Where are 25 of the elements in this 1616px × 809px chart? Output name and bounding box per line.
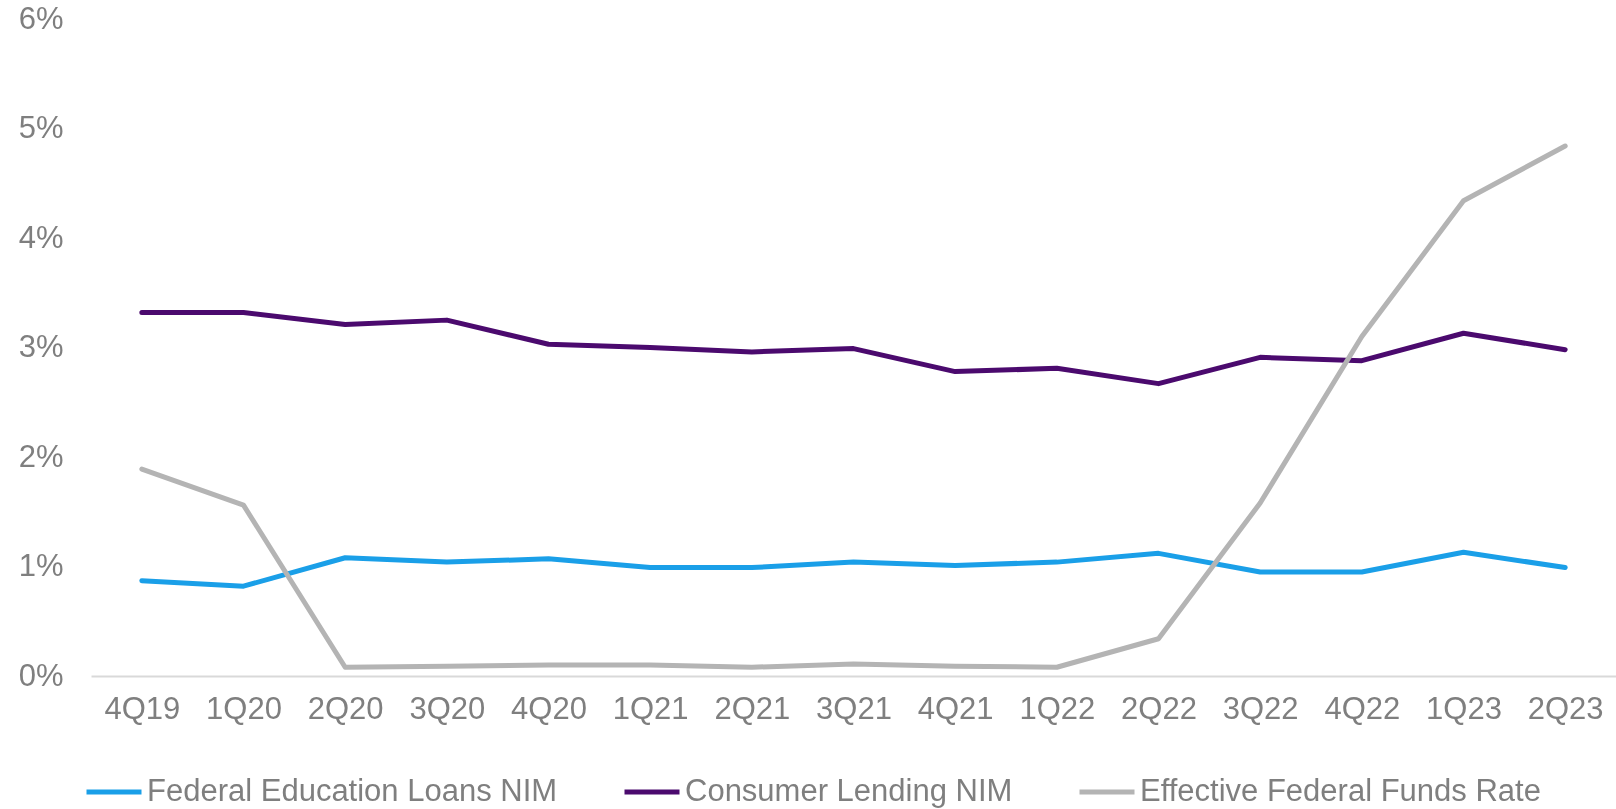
x-tick-label: 1Q22	[1019, 690, 1096, 726]
x-tick-label: 3Q21	[816, 690, 892, 726]
x-tick-label: 4Q19	[104, 690, 181, 726]
x-tick-label: 1Q21	[612, 690, 689, 726]
y-tick-label: 4%	[18, 219, 64, 255]
y-tick-label: 5%	[18, 110, 64, 145]
legend-label: Federal Education Loans NIM	[147, 773, 558, 808]
x-tick-label: 3Q22	[1222, 690, 1299, 726]
y-tick-label: 0%	[18, 657, 64, 693]
x-tick-label: 2Q23	[1527, 690, 1604, 726]
legend-label: Consumer Lending NIM	[685, 773, 1013, 808]
y-tick-label: 2%	[18, 438, 64, 474]
x-tick-label: 4Q21	[917, 690, 994, 726]
x-tick-label: 4Q20	[511, 690, 587, 726]
x-tick-label: 1Q23	[1426, 690, 1502, 726]
x-tick-label: 1Q20	[206, 690, 282, 726]
x-tick-label: 2Q21	[714, 690, 791, 726]
x-tick-label: 2Q22	[1121, 690, 1197, 726]
x-tick-label: 3Q20	[409, 690, 486, 726]
y-tick-label: 6%	[18, 0, 64, 36]
x-tick-label: 2Q20	[307, 690, 384, 726]
y-tick-label: 1%	[18, 548, 64, 583]
y-tick-label: 3%	[18, 329, 64, 364]
legend-label: Effective Federal Funds Rate	[1140, 773, 1541, 808]
x-tick-label: 4Q22	[1324, 690, 1401, 726]
